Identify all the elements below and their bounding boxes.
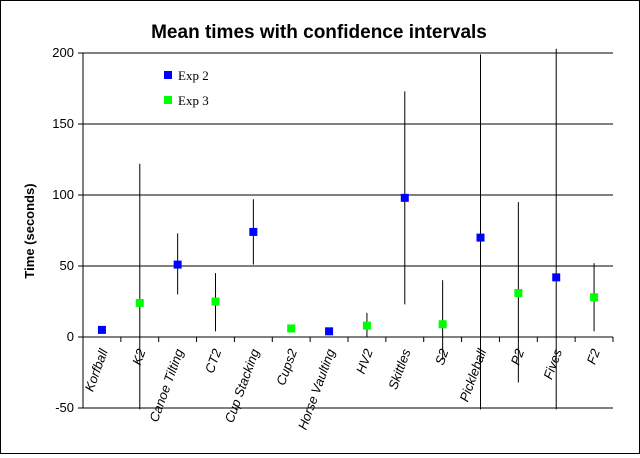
gridlines [83,52,613,409]
x-tick-label-fives: Fives [540,346,565,381]
x-tick-label-korfball: Korfball [82,346,112,394]
x-tick-label-skittles: Skittles [385,346,414,391]
x-tick-label-p2: P2 [508,346,528,367]
x-tick-label-s2: S2 [432,346,452,367]
data-points [97,193,599,336]
x-tick-label-cup-stacking: Cup Stacking [222,346,263,425]
marker-exp-3-ct2 [211,297,220,306]
y-tick-label-0: 0 [67,329,74,344]
chart-title: Mean times with confidence intervals [151,22,487,43]
marker-exp-2-horse-vaulting [325,327,334,336]
x-tick-label-hv2: HV2 [353,346,376,376]
x-tick-label-f2: F2 [584,346,604,366]
marker-exp-3-s2 [438,320,447,329]
marker-exp-3-k2 [135,298,144,307]
marker-exp-2-skittles [400,193,409,202]
y-tick-label-50: 50 [60,258,74,273]
marker-exp-2-canoe-tilting [173,260,182,269]
x-tick-label-k2: K2 [129,346,149,367]
axes [78,52,614,409]
x-tick-label-pickleball: Pickleball [456,346,489,404]
marker-exp-2-korfball [97,325,106,334]
y-tick-label--50: -50 [55,400,74,415]
marker-exp-3-f2 [590,293,599,302]
y-tick-label-200: 200 [52,45,74,60]
x-tick-label-horse-vaulting: Horse Vaulting [295,346,338,432]
marker-exp-2-fives [552,273,561,282]
y-tick-label-100: 100 [52,187,74,202]
y-tick-label-150: 150 [52,116,74,131]
legend: Exp 2 Exp 3 [164,68,209,108]
marker-exp-3-p2 [514,288,523,297]
y-axis-label: Time (seconds) [22,183,37,278]
marker-exp-2-pickleball [476,233,485,242]
legend-marker-exp-3 [164,96,172,104]
legend-marker-exp-2 [164,71,172,79]
x-tick-label-ct2: CT2 [202,346,225,375]
legend-label-exp-2: Exp 2 [178,68,209,83]
marker-exp-3-hv2 [362,321,371,330]
x-tick-label-canoe-tilting: Canoe Tilting [146,346,187,424]
x-tick-label-cups2: Cups2 [273,346,300,387]
marker-exp-3-cups2 [287,324,296,333]
marker-exp-2-cup-stacking [249,227,258,236]
legend-label-exp-3: Exp 3 [178,93,209,108]
